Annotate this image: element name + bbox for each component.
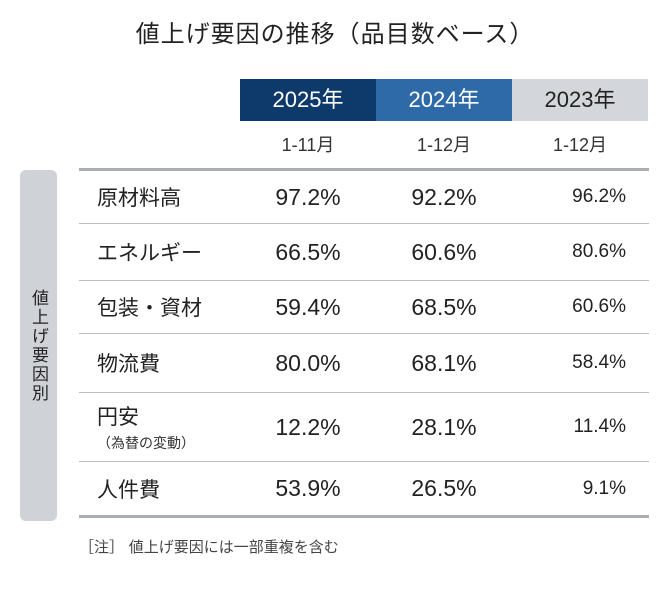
year-header-2023: 2023年	[512, 79, 648, 121]
value-2023: 58.4%	[572, 352, 626, 373]
table-bottom-border	[79, 515, 649, 518]
value-2023: 60.6%	[572, 296, 626, 317]
value-2023: 96.2%	[572, 186, 626, 207]
footnote: ［注］ 値上げ要因には一部重複を含む	[79, 538, 339, 556]
value-2024: 92.2%	[411, 183, 477, 210]
row-sublabel: （為替の変動）	[97, 436, 195, 452]
period-2023: 1-12月	[552, 135, 608, 155]
row-divider	[79, 223, 649, 224]
table-row: 包装・資材 59.4% 68.5% 60.6%	[79, 281, 649, 333]
row-divider	[79, 280, 649, 281]
table-row: 人件費 53.9% 26.5% 9.1%	[79, 462, 649, 515]
value-2023: 11.4%	[573, 416, 626, 437]
period-2024: 1-12月	[416, 135, 472, 155]
side-category-text: 値上げ要因別	[28, 288, 48, 403]
row-label: 人件費	[97, 477, 160, 502]
value-2024: 28.1%	[411, 413, 477, 440]
value-2024: 68.1%	[411, 349, 477, 376]
side-category-label: 値上げ要因別	[20, 170, 57, 521]
value-2025: 59.4%	[275, 293, 341, 320]
value-2023: 9.1%	[582, 477, 626, 499]
row-divider	[79, 333, 649, 334]
table-row: エネルギー 66.5% 60.6% 80.6%	[79, 224, 649, 280]
row-divider	[79, 392, 649, 393]
value-2025: 12.2%	[275, 413, 341, 440]
header-divider	[79, 168, 649, 171]
table-row: 円安 （為替の変動） 12.2% 28.1% 11.4%	[79, 393, 649, 461]
year-header-2024: 2024年	[376, 79, 512, 121]
table-row: 物流費 80.0% 68.1% 58.4%	[79, 334, 649, 392]
value-2024: 68.5%	[411, 293, 477, 320]
value-2023: 80.6%	[572, 241, 626, 262]
row-label-group: 円安 （為替の変動）	[97, 393, 195, 461]
row-label: 物流費	[97, 352, 160, 376]
value-2024: 26.5%	[411, 475, 477, 501]
year-header-2025: 2025年	[240, 79, 376, 121]
row-label: 原材料高	[97, 186, 181, 210]
row-label: 円安	[97, 405, 139, 429]
row-label: エネルギー	[97, 241, 202, 265]
row-divider	[79, 461, 649, 462]
value-2025: 66.5%	[275, 238, 341, 265]
value-2024: 60.6%	[411, 238, 477, 265]
value-2025: 53.9%	[275, 475, 341, 501]
row-label: 包装・資材	[97, 296, 202, 320]
table-row: 原材料高 97.2% 92.2% 96.2%	[79, 171, 649, 223]
period-2025: 1-11月	[281, 135, 335, 155]
chart-title: 値上げ要因の推移（品目数ベース）	[135, 20, 535, 48]
value-2025: 97.2%	[275, 183, 341, 210]
value-2025: 80.0%	[275, 349, 341, 376]
